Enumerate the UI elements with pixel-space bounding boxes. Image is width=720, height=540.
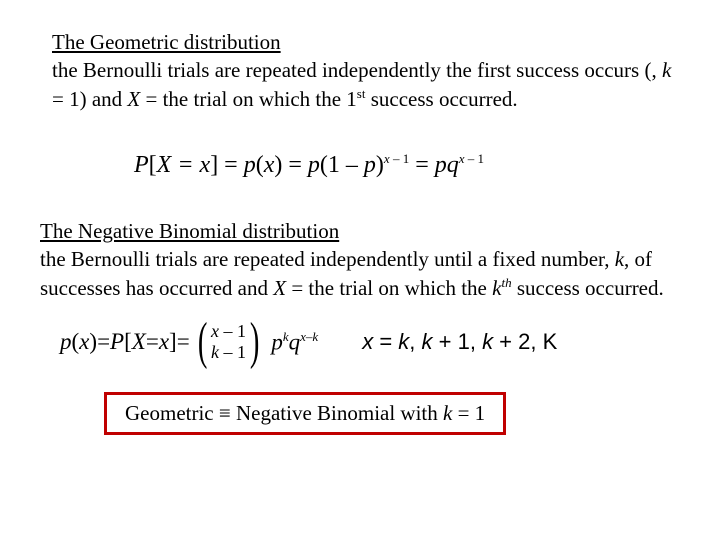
lparen-icon: ( (198, 316, 208, 368)
ordinal-th: th (501, 275, 511, 290)
var-k: k (662, 58, 671, 82)
binom-bot: k – 1 (211, 342, 246, 363)
sym: p (308, 152, 320, 178)
geometric-formula: P[X = x] = p(x) = p(1 – p)x – 1 = pqx – … (134, 151, 678, 179)
txt: = the trial on which the 1 (140, 87, 357, 111)
sym: [ (149, 152, 157, 178)
formula-domain: x = k, k + 1, k + 2, K (362, 329, 557, 355)
geometric-title: The Geometric distribution (52, 30, 281, 54)
negbinom-title: The Negative Binomial distribution (40, 219, 339, 243)
txt: Geometric ≡ Negative Binomial with (125, 401, 443, 425)
sym: – 1 (219, 321, 246, 341)
sym: ) (376, 152, 384, 178)
sym: + 2, K (493, 329, 557, 354)
sym: x (362, 329, 373, 354)
sym: ) = (274, 152, 308, 178)
sym: = (409, 152, 435, 178)
binom-column: x – 1 k – 1 (211, 321, 246, 362)
var-k: k (443, 401, 452, 425)
var-k: k (615, 247, 624, 271)
sym: (1 – (320, 152, 364, 178)
boxed-note: Geometric ≡ Negative Binomial with k = 1 (104, 392, 506, 435)
txt: success occurred. (365, 87, 517, 111)
sym: q (289, 329, 301, 354)
sym: ] = (210, 152, 244, 178)
sym: ( (256, 152, 264, 178)
negbinom-formula: p(x) = P[X = x] = ( x – 1 k – 1 ) pkqx–k… (60, 316, 678, 368)
sym: X = x (157, 152, 211, 178)
txt: the Bernoulli trials are repeated indepe… (52, 58, 662, 82)
slide-content: The Geometric distribution the Bernoulli… (0, 0, 720, 435)
var-x: X (273, 276, 286, 300)
negbinom-section: The Negative Binomial distribution the B… (40, 217, 678, 435)
sym: x (264, 152, 275, 178)
sym: k (398, 329, 409, 354)
sym: pq (435, 152, 459, 178)
exp: k (312, 329, 318, 344)
sym: k (482, 329, 493, 354)
sym: p (60, 329, 72, 355)
sym: p (271, 329, 283, 354)
txt: = 1 (452, 401, 485, 425)
txt: success occurred. (512, 276, 664, 300)
exp: – 1 (390, 151, 410, 166)
var-x: X (127, 87, 140, 111)
sym: ] (169, 329, 177, 355)
geometric-desc: the Bernoulli trials are repeated indepe… (52, 58, 671, 110)
tail: pkqx–k (271, 329, 318, 356)
exp: – 1 (465, 151, 485, 166)
sym: p (244, 152, 256, 178)
sym: + 1, (433, 329, 483, 354)
sym: [ (124, 329, 132, 355)
geometric-section: The Geometric distribution the Bernoulli… (52, 28, 678, 113)
txt: the Bernoulli trials are repeated indepe… (40, 247, 615, 271)
sym: x (211, 321, 219, 341)
sym: = (177, 329, 190, 355)
sym: P (134, 152, 149, 178)
binomial-coeff: ( x – 1 k – 1 ) (194, 316, 264, 368)
sym: = (373, 329, 398, 354)
negbinom-desc: the Bernoulli trials are repeated indepe… (40, 247, 664, 299)
sym: = (97, 329, 110, 355)
sym: P (110, 329, 124, 355)
sym: k (211, 342, 219, 362)
sym: ) (89, 329, 97, 355)
rparen-icon: ) (250, 316, 260, 368)
binom-top: x – 1 (211, 321, 246, 342)
sym: x (159, 329, 169, 355)
sym: , (409, 329, 421, 354)
sym: – 1 (219, 342, 246, 362)
sym: p (364, 152, 376, 178)
sym: = (146, 329, 159, 355)
sym: X (132, 329, 146, 355)
txt: = the trial on which the (286, 276, 492, 300)
sym: x (79, 329, 89, 355)
sym: k (422, 329, 433, 354)
txt: = 1) and (52, 87, 127, 111)
formula-left: p(x) = P[X = x] = ( x – 1 k – 1 ) pkqx–k (60, 316, 318, 368)
